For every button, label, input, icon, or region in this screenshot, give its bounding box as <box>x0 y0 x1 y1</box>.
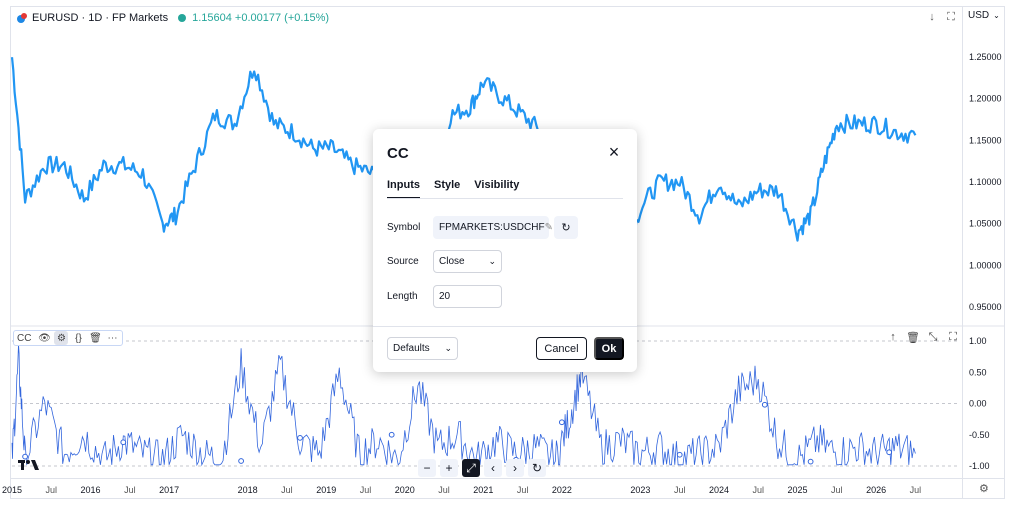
defaults-label: Defaults <box>393 343 430 354</box>
source-code-icon[interactable]: {} <box>75 332 82 344</box>
tradingview-logo[interactable] <box>18 458 40 474</box>
chevron-down-icon: ⌄ <box>444 343 452 353</box>
zoom-in-button[interactable]: + <box>440 459 458 477</box>
chart-navigation: − + ⤢ ‹ › ↻ <box>418 459 546 477</box>
source-select[interactable]: Close ⌄ <box>433 250 502 273</box>
zoom-out-button[interactable]: − <box>418 459 436 477</box>
indicator-name[interactable]: CC <box>17 332 32 344</box>
fit-button[interactable]: ⤢ <box>462 459 480 477</box>
time-axis[interactable] <box>10 479 962 499</box>
trash-icon[interactable]: 🗑 <box>89 332 102 344</box>
settings-icon[interactable]: ⚙ <box>54 331 69 345</box>
defaults-dropdown[interactable]: Defaults ⌄ <box>387 337 458 360</box>
indicator-legend[interactable]: CC 👁 ⚙ {} 🗑 ⋯ <box>13 330 124 346</box>
price-quote: 1.15604 +0.00177 (+0.15%) <box>192 12 330 24</box>
dialog-title: CC <box>387 145 409 162</box>
close-icon[interactable]: × <box>608 141 620 162</box>
trash-icon[interactable]: 🗑 <box>906 331 920 344</box>
tab-divider <box>387 198 623 199</box>
tab-style[interactable]: Style <box>434 179 461 191</box>
arrow-up-icon[interactable]: ↑ <box>890 331 896 343</box>
chevron-down-icon: ⌄ <box>488 256 496 266</box>
symbol-label: Symbol <box>387 222 421 233</box>
footer-divider <box>373 326 637 327</box>
arrow-down-icon[interactable]: ↓ <box>929 11 935 23</box>
currency-label: USD <box>968 10 990 21</box>
dialog-tabs: Inputs Style Visibility <box>387 179 519 199</box>
more-icon[interactable]: ⋯ <box>107 332 118 344</box>
cancel-button[interactable]: Cancel <box>536 337 587 360</box>
length-value: 20 <box>439 291 451 302</box>
maximize-icon[interactable]: ⛶ <box>949 330 957 343</box>
chevron-down-icon: ⌄ <box>993 11 1000 20</box>
symbol-field[interactable]: FPMARKETS:USDCHF ✎ <box>433 216 553 239</box>
tradingview-logo-icon <box>18 460 39 470</box>
reset-symbol-button[interactable]: ↻ <box>554 216 578 239</box>
broker-logo-icon <box>17 13 27 23</box>
pane-tools: ↑ 🗑 ⤡ ⛶ <box>886 330 960 344</box>
collapse-icon[interactable]: ⤡ <box>928 330 938 343</box>
reset-chart-button[interactable]: ↻ <box>528 459 546 477</box>
symbol-value: FPMARKETS:USDCHF <box>439 222 545 233</box>
symbol-title[interactable]: EURUSD · 1D · FP Markets <box>32 12 169 24</box>
source-label: Source <box>387 256 419 267</box>
eye-icon[interactable]: 👁 <box>38 332 51 344</box>
maximize-icon[interactable]: ⛶ <box>947 10 955 23</box>
currency-selector[interactable]: USD ⌄ <box>968 10 1000 21</box>
scroll-right-button[interactable]: › <box>506 459 524 477</box>
scroll-left-button[interactable]: ‹ <box>484 459 502 477</box>
price-scale[interactable] <box>962 6 1005 479</box>
length-label: Length <box>387 291 418 302</box>
tab-inputs[interactable]: Inputs <box>387 179 420 199</box>
ok-button[interactable]: Ok <box>594 337 624 360</box>
reset-icon: ↻ <box>561 222 571 234</box>
pencil-icon[interactable]: ✎ <box>544 222 553 233</box>
market-status-icon <box>178 14 187 22</box>
indicator-settings-dialog[interactable]: CC × Inputs Style Visibility Symbol FPMA… <box>373 129 637 372</box>
tab-visibility[interactable]: Visibility <box>474 179 520 191</box>
axis-corner[interactable]: ⚙ <box>962 479 1005 499</box>
source-value: Close <box>439 256 465 267</box>
gear-icon[interactable]: ⚙ <box>979 483 989 495</box>
length-input[interactable]: 20 <box>433 285 502 308</box>
symbol-legend: EURUSD · 1D · FP Markets 1.15604 +0.0017… <box>16 10 329 26</box>
